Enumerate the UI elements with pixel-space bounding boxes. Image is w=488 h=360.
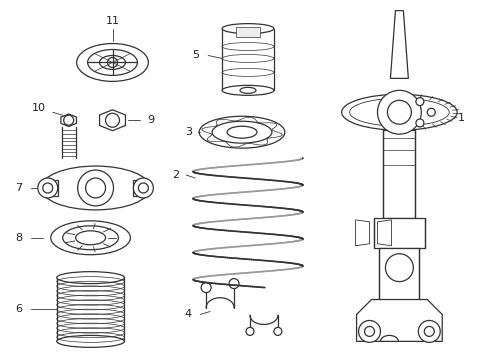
- Ellipse shape: [341, 94, 456, 130]
- Circle shape: [386, 100, 410, 124]
- Circle shape: [133, 178, 153, 198]
- Ellipse shape: [76, 231, 105, 245]
- Polygon shape: [356, 300, 441, 341]
- Circle shape: [107, 58, 117, 67]
- Ellipse shape: [41, 166, 150, 210]
- Polygon shape: [373, 218, 425, 248]
- Ellipse shape: [222, 24, 273, 33]
- Polygon shape: [383, 130, 414, 218]
- Circle shape: [424, 327, 433, 336]
- Circle shape: [63, 115, 74, 125]
- Circle shape: [415, 98, 423, 105]
- Ellipse shape: [57, 272, 124, 284]
- Polygon shape: [133, 180, 147, 196]
- Ellipse shape: [77, 44, 148, 81]
- Polygon shape: [61, 114, 76, 126]
- Ellipse shape: [199, 116, 285, 148]
- Text: 9: 9: [146, 115, 154, 125]
- Text: 3: 3: [184, 127, 191, 137]
- Ellipse shape: [240, 87, 255, 93]
- Text: 1: 1: [457, 113, 464, 123]
- Text: 2: 2: [171, 170, 179, 180]
- Circle shape: [415, 119, 423, 127]
- Circle shape: [377, 90, 421, 134]
- Ellipse shape: [212, 121, 271, 143]
- Ellipse shape: [226, 126, 256, 138]
- Circle shape: [78, 170, 113, 206]
- Ellipse shape: [349, 98, 448, 126]
- Polygon shape: [379, 248, 419, 300]
- Text: 10: 10: [32, 103, 46, 113]
- Circle shape: [85, 178, 105, 198]
- Polygon shape: [236, 27, 260, 37]
- Circle shape: [427, 108, 434, 116]
- Ellipse shape: [57, 336, 124, 347]
- Ellipse shape: [51, 221, 130, 255]
- Text: 8: 8: [15, 233, 22, 243]
- Circle shape: [417, 320, 439, 342]
- Circle shape: [42, 183, 53, 193]
- Polygon shape: [389, 11, 407, 78]
- Circle shape: [385, 254, 412, 282]
- Text: 11: 11: [105, 15, 119, 26]
- Ellipse shape: [222, 85, 273, 95]
- Circle shape: [358, 320, 380, 342]
- Circle shape: [228, 279, 239, 289]
- Text: 4: 4: [184, 310, 191, 319]
- Circle shape: [364, 327, 374, 336]
- Text: 5: 5: [191, 50, 198, 60]
- Polygon shape: [377, 220, 390, 246]
- Ellipse shape: [87, 50, 137, 75]
- Ellipse shape: [100, 55, 125, 69]
- Circle shape: [273, 328, 281, 336]
- Circle shape: [138, 183, 148, 193]
- Polygon shape: [100, 110, 125, 131]
- Circle shape: [105, 113, 119, 127]
- Polygon shape: [355, 220, 369, 246]
- Polygon shape: [44, 180, 58, 196]
- Circle shape: [38, 178, 58, 198]
- Text: 6: 6: [15, 305, 22, 315]
- Ellipse shape: [62, 226, 118, 250]
- Circle shape: [245, 328, 253, 336]
- Circle shape: [201, 283, 211, 293]
- Text: 7: 7: [15, 183, 22, 193]
